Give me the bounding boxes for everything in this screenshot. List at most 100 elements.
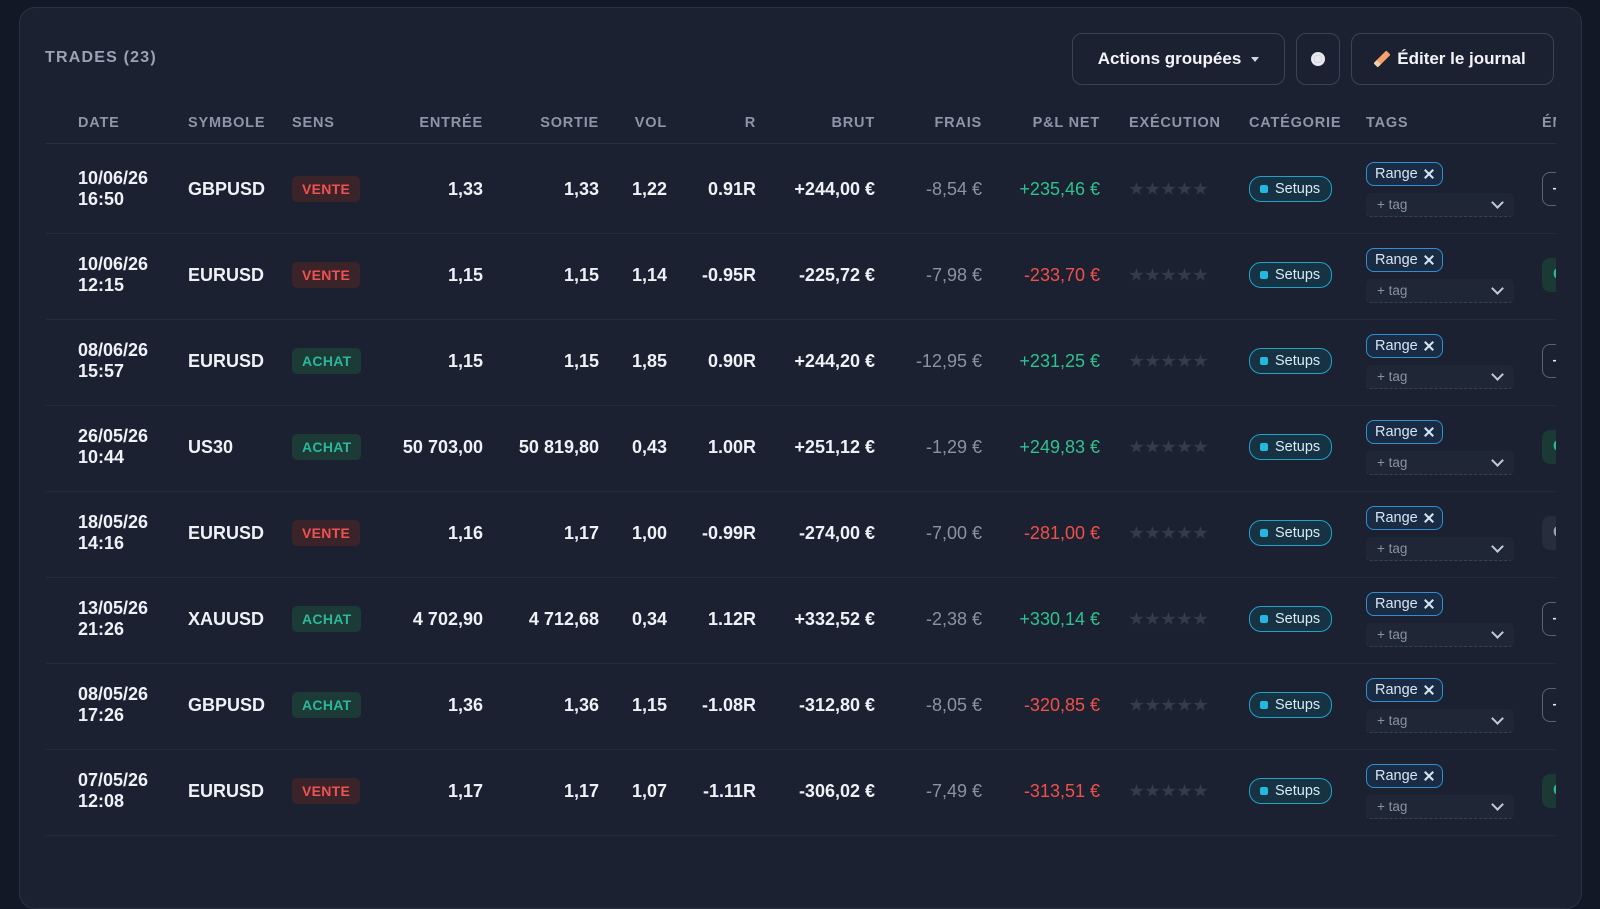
category-dot <box>1260 185 1268 193</box>
category-label: Setups <box>1275 353 1321 369</box>
star[interactable] <box>1161 698 1176 711</box>
tag-input[interactable]: + tag <box>1366 623 1514 647</box>
star[interactable] <box>1193 784 1208 797</box>
entry: 1,17 <box>447 780 483 801</box>
tag-input[interactable]: + tag <box>1366 365 1514 389</box>
star[interactable] <box>1129 698 1144 711</box>
star[interactable] <box>1129 354 1144 367</box>
tag-chip: Range <box>1366 420 1443 444</box>
star[interactable] <box>1193 268 1208 281</box>
star[interactable] <box>1177 526 1192 539</box>
emotion[interactable]: — <box>1542 344 1556 378</box>
star[interactable] <box>1193 698 1208 711</box>
gross: +244,20 € <box>794 350 875 371</box>
category-dot <box>1260 701 1268 709</box>
date: 10/06/26 <box>78 254 149 274</box>
category-label: Setups <box>1275 439 1321 455</box>
star[interactable] <box>1177 784 1192 797</box>
star[interactable] <box>1129 526 1144 539</box>
remove-tag[interactable] <box>1424 513 1434 523</box>
star[interactable] <box>1161 182 1176 195</box>
chevron <box>1491 798 1504 811</box>
trade-row: 10/06/26 16:50 GBPUSD VENTE 1,33 1,33 1,22 0.91… <box>46 145 1556 234</box>
tag-input[interactable]: + tag <box>1366 279 1514 303</box>
star[interactable] <box>1145 440 1160 453</box>
star[interactable] <box>1161 440 1176 453</box>
star[interactable] <box>1145 784 1160 797</box>
star[interactable] <box>1161 612 1176 625</box>
star[interactable] <box>1161 268 1176 281</box>
emotion[interactable]: — <box>1542 688 1556 722</box>
emotion[interactable]: — <box>1542 172 1556 206</box>
symbol: GBPUSD <box>188 694 266 715</box>
remove-tag[interactable] <box>1424 599 1434 609</box>
star[interactable] <box>1193 182 1208 195</box>
stars <box>1129 354 1208 368</box>
star[interactable] <box>1145 268 1160 281</box>
remove-tag[interactable] <box>1424 771 1434 781</box>
vol: 1,15 <box>631 694 667 715</box>
emotion[interactable]: Cal <box>1542 774 1556 808</box>
tag-input[interactable]: + tag <box>1366 537 1514 561</box>
star[interactable] <box>1193 440 1208 453</box>
star[interactable] <box>1193 612 1208 625</box>
star[interactable] <box>1177 698 1192 711</box>
star[interactable] <box>1177 354 1192 367</box>
date-cell: 08/05/26 17:26 <box>78 661 178 749</box>
emotion[interactable]: Cal <box>1542 430 1556 464</box>
tag-label: Range <box>1375 510 1418 526</box>
trade-row: 18/05/26 14:16 EURUSD VENTE 1,16 1,17 1,00 -0.9… <box>46 489 1556 578</box>
edit-journal-button[interactable]: Éditer le journal <box>1351 33 1554 85</box>
category-label: Setups <box>1275 267 1321 283</box>
remove-tag[interactable] <box>1424 685 1434 695</box>
emotion-cell: Cal <box>1542 403 1556 491</box>
star[interactable] <box>1177 268 1192 281</box>
net-pnl: +249,83 € <box>1019 436 1100 457</box>
remove-tag[interactable] <box>1424 255 1434 265</box>
settings-button[interactable] <box>1296 33 1340 85</box>
tag-input[interactable]: + tag <box>1366 193 1514 217</box>
star[interactable] <box>1145 698 1160 711</box>
star[interactable] <box>1161 784 1176 797</box>
execution-rating <box>1129 231 1239 319</box>
star[interactable] <box>1193 354 1208 367</box>
vol: 1,85 <box>631 350 667 371</box>
star[interactable] <box>1193 526 1208 539</box>
star[interactable] <box>1129 612 1144 625</box>
column-header: EXÉCUTION <box>1129 115 1221 131</box>
tags-cell: Range + tag <box>1366 145 1526 233</box>
tag-placeholder: + tag <box>1377 197 1408 212</box>
tag-input[interactable]: + tag <box>1366 709 1514 733</box>
star[interactable] <box>1129 268 1144 281</box>
exit: 1,15 <box>563 264 599 285</box>
emotion[interactable]: — <box>1542 602 1556 636</box>
emotion[interactable]: Cal <box>1542 258 1556 292</box>
star[interactable] <box>1129 440 1144 453</box>
star[interactable] <box>1145 182 1160 195</box>
star[interactable] <box>1145 526 1160 539</box>
star[interactable] <box>1145 612 1160 625</box>
remove-tag[interactable] <box>1424 427 1434 437</box>
exit: 1,33 <box>563 178 599 199</box>
remove-tag[interactable] <box>1424 169 1434 179</box>
category-badge: Setups <box>1249 434 1333 460</box>
bulk-actions-button[interactable]: Actions groupées <box>1072 33 1285 85</box>
star[interactable] <box>1177 612 1192 625</box>
chevron <box>1491 196 1504 209</box>
time: 15:57 <box>78 361 125 381</box>
remove-tag[interactable] <box>1424 341 1434 351</box>
category-cell: Setups <box>1249 403 1369 491</box>
exit: 1,17 <box>563 522 599 543</box>
star[interactable] <box>1161 354 1176 367</box>
star[interactable] <box>1161 526 1176 539</box>
tag-input[interactable]: + tag <box>1366 451 1514 475</box>
star[interactable] <box>1129 784 1144 797</box>
emotion[interactable]: Co <box>1542 516 1556 550</box>
star[interactable] <box>1145 354 1160 367</box>
r: 0.90R <box>707 350 756 371</box>
star[interactable] <box>1129 182 1144 195</box>
star[interactable] <box>1177 440 1192 453</box>
star[interactable] <box>1177 182 1192 195</box>
tag-input[interactable]: + tag <box>1366 795 1514 819</box>
category-cell: Setups <box>1249 489 1369 577</box>
